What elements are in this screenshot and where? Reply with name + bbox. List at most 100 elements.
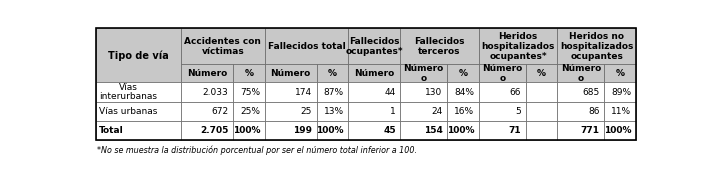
Bar	[400, 28, 479, 64]
Bar	[96, 28, 636, 140]
Text: 672: 672	[211, 107, 228, 116]
Text: 100%: 100%	[447, 126, 474, 135]
Bar	[479, 102, 526, 121]
Bar	[181, 82, 233, 102]
Text: 1: 1	[390, 107, 396, 116]
Text: Número
o: Número o	[482, 64, 523, 83]
Bar	[316, 121, 348, 140]
Text: 16%: 16%	[454, 107, 474, 116]
Text: Vías
interurbanas: Vías interurbanas	[99, 83, 157, 101]
Bar	[526, 121, 558, 140]
Bar	[181, 121, 233, 140]
Bar	[348, 28, 400, 64]
Bar	[265, 102, 316, 121]
Bar	[96, 102, 181, 121]
Text: 13%: 13%	[323, 107, 344, 116]
Text: 66: 66	[510, 87, 521, 97]
Bar	[400, 64, 447, 82]
Bar	[348, 121, 400, 140]
Text: 11%: 11%	[611, 107, 631, 116]
Text: Número: Número	[354, 69, 394, 78]
Text: 2.705: 2.705	[200, 126, 228, 135]
Text: Vías urbanas: Vías urbanas	[99, 107, 158, 116]
Text: Accidentes con
víctimas: Accidentes con víctimas	[184, 37, 261, 56]
Text: 25: 25	[301, 107, 312, 116]
Text: Heridos no
hospitalizados
ocupantes: Heridos no hospitalizados ocupantes	[560, 32, 633, 61]
Text: Fallecidos
terceros: Fallecidos terceros	[414, 37, 465, 56]
Bar	[348, 64, 400, 82]
Text: 685: 685	[583, 87, 600, 97]
Bar	[604, 64, 636, 82]
Text: 89%: 89%	[611, 87, 631, 97]
Bar	[233, 102, 265, 121]
Bar	[316, 102, 348, 121]
Bar	[479, 121, 526, 140]
Text: 87%: 87%	[323, 87, 344, 97]
Text: Número: Número	[271, 69, 311, 78]
Text: Tipo de vía: Tipo de vía	[108, 50, 169, 61]
Text: 100%: 100%	[316, 126, 344, 135]
Text: 174: 174	[295, 87, 312, 97]
Bar	[96, 28, 181, 82]
Bar	[316, 64, 348, 82]
Text: %: %	[328, 69, 337, 78]
Bar	[181, 64, 233, 82]
Text: %: %	[244, 69, 253, 78]
Text: Fallecidos
ocupantes*: Fallecidos ocupantes*	[346, 37, 403, 56]
Bar	[96, 121, 181, 140]
Bar	[96, 82, 181, 102]
Text: Heridos
hospitalizados
ocupantes*: Heridos hospitalizados ocupantes*	[481, 32, 555, 61]
Bar	[447, 121, 479, 140]
Bar	[447, 64, 479, 82]
Text: 199: 199	[293, 126, 312, 135]
Bar	[447, 82, 479, 102]
Bar	[447, 102, 479, 121]
Bar	[316, 82, 348, 102]
Bar	[479, 64, 526, 82]
Text: 100%: 100%	[233, 126, 260, 135]
Bar	[558, 102, 604, 121]
Text: 5: 5	[516, 107, 521, 116]
Bar	[604, 82, 636, 102]
Text: 2.033: 2.033	[203, 87, 228, 97]
Text: 24: 24	[431, 107, 443, 116]
Text: 100%: 100%	[604, 126, 631, 135]
Bar	[526, 102, 558, 121]
Text: 45: 45	[383, 126, 396, 135]
Text: Número
o: Número o	[403, 64, 443, 83]
Text: %: %	[615, 69, 625, 78]
Text: %: %	[537, 69, 546, 78]
Bar	[558, 28, 636, 64]
Bar	[265, 82, 316, 102]
Bar	[400, 82, 447, 102]
Bar	[233, 82, 265, 102]
Text: 86: 86	[588, 107, 600, 116]
Text: *No se muestra la distribución porcentual por ser el número total inferior a 100: *No se muestra la distribución porcentua…	[97, 146, 417, 156]
Text: 84%: 84%	[454, 87, 474, 97]
Text: Fallecidos total: Fallecidos total	[268, 42, 346, 51]
Bar	[558, 121, 604, 140]
Text: 71: 71	[508, 126, 521, 135]
Bar	[400, 102, 447, 121]
Bar	[265, 28, 348, 64]
Bar	[526, 82, 558, 102]
Text: 130: 130	[426, 87, 443, 97]
Text: Número: Número	[187, 69, 227, 78]
Text: 25%: 25%	[240, 107, 260, 116]
Bar	[348, 102, 400, 121]
Text: 75%: 75%	[240, 87, 260, 97]
Bar	[233, 64, 265, 82]
Bar	[181, 28, 265, 64]
Bar	[348, 82, 400, 102]
Bar	[526, 64, 558, 82]
Bar	[233, 121, 265, 140]
Text: 154: 154	[423, 126, 443, 135]
Bar	[604, 121, 636, 140]
Bar	[400, 121, 447, 140]
Text: Número
o: Número o	[560, 64, 601, 83]
Bar	[558, 82, 604, 102]
Text: 771: 771	[580, 126, 600, 135]
Bar	[479, 82, 526, 102]
Text: %: %	[458, 69, 468, 78]
Bar	[265, 121, 316, 140]
